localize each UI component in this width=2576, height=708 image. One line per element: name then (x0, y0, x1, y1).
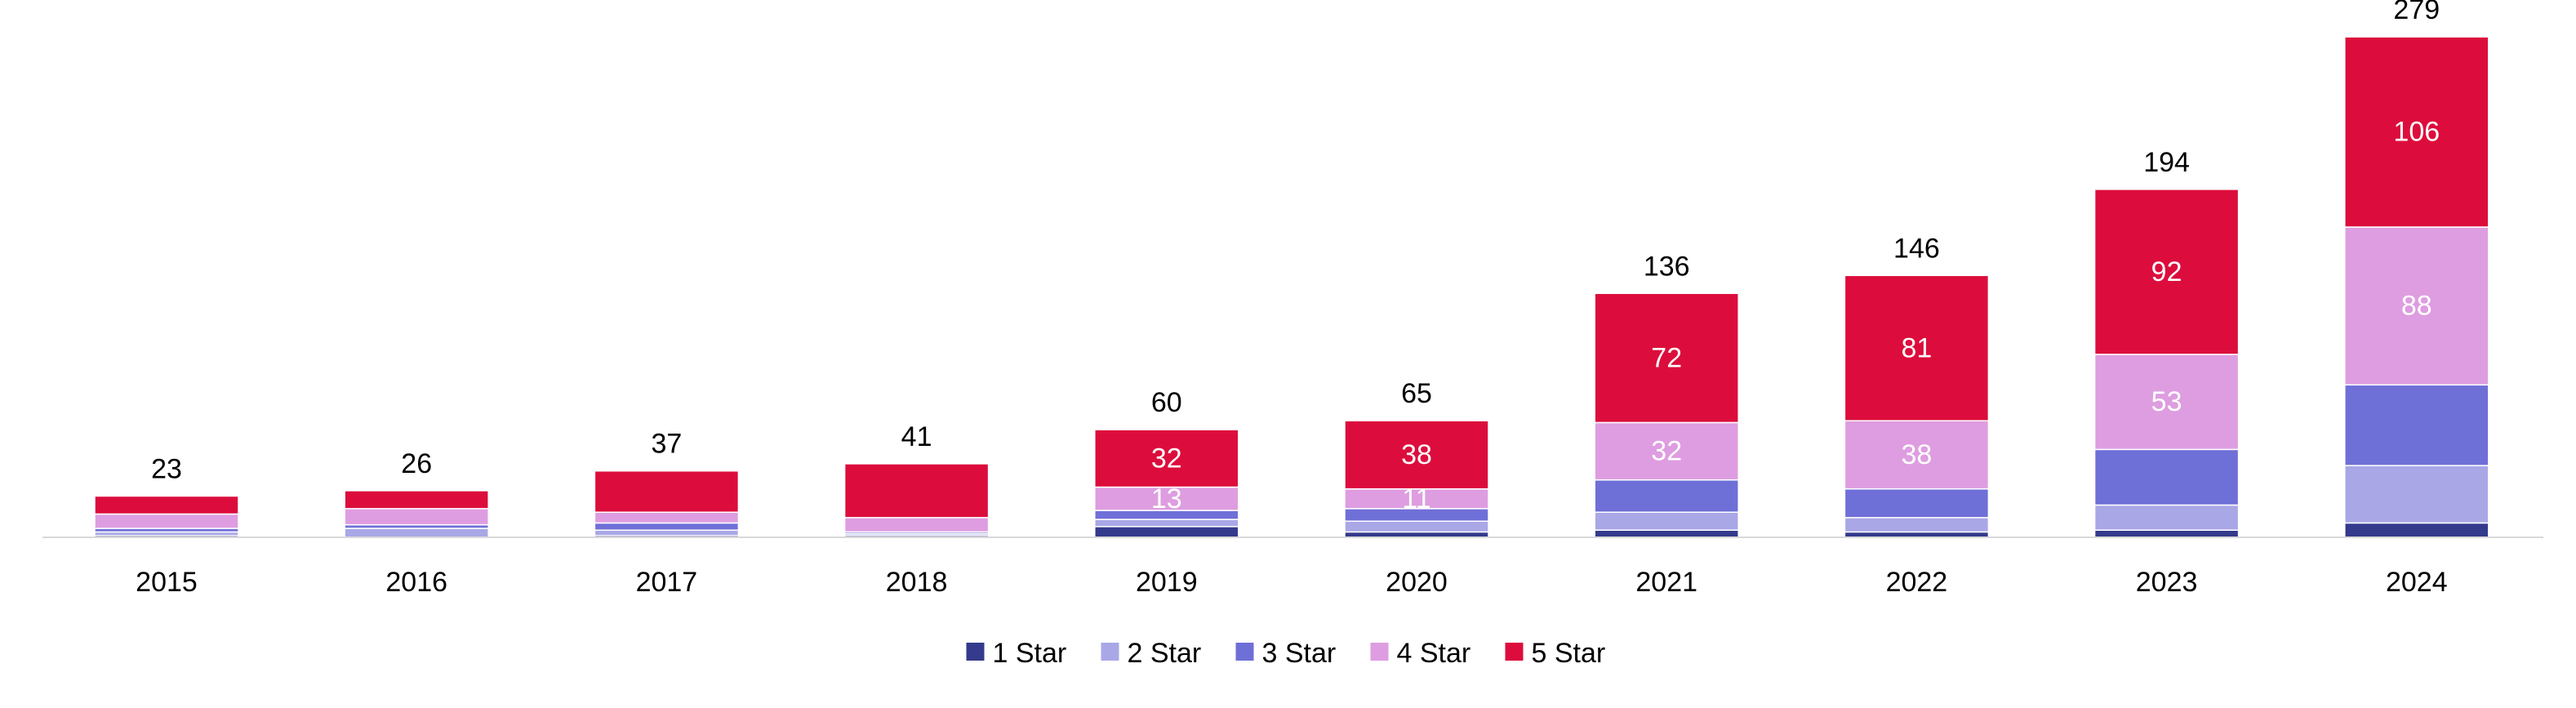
segment-label-4-star-2023: 53 (2151, 386, 2182, 417)
segment-label-4-star-2021: 32 (1651, 436, 1682, 467)
bar-segment-3-star-2024 (2344, 384, 2489, 466)
total-label-2018: 41 (901, 421, 932, 452)
x-tick-label-2022: 2022 (1886, 567, 1948, 598)
legend-label-5-star: 5 Star (1532, 638, 1606, 669)
bar-segment-5-star-2015 (94, 495, 239, 515)
total-label-2015: 23 (151, 453, 182, 484)
segment-label-4-star-2024: 88 (2401, 291, 2432, 322)
bar-segment-2-star-2019 (1094, 519, 1239, 528)
bar-segment-3-star-2022 (1844, 488, 1990, 519)
bar-segment-1-star-2024 (2344, 522, 2489, 538)
bar-segment-1-star-2023 (2093, 529, 2240, 538)
segment-label-5-star-2020: 38 (1401, 439, 1432, 470)
bar-segment-5-star-2024 (2344, 36, 2489, 228)
bar-segment-4-star-2019 (1094, 486, 1239, 511)
segment-label-5-star-2019: 32 (1151, 443, 1182, 474)
segment-label-5-star-2022: 81 (1901, 332, 1932, 363)
x-tick-label-2020: 2020 (1386, 567, 1448, 598)
bar-segment-2-star-2020 (1344, 520, 1489, 533)
x-tick-label-2015: 2015 (136, 567, 198, 598)
legend-swatch-4-star (1370, 643, 1389, 661)
bar-segment-3-star-2021 (1594, 479, 1739, 513)
bar-segment-4-star-2017 (594, 511, 740, 524)
bar-segment-2-star-2017 (594, 529, 740, 537)
legend-label-4-star: 4 Star (1397, 638, 1471, 669)
bar-segment-5-star-2019 (1094, 429, 1239, 488)
bar-segment-2-star-2021 (1594, 511, 1739, 531)
total-label-2019: 60 (1151, 387, 1182, 418)
bar-segment-3-star-2023 (2093, 448, 2240, 506)
bar-segment-2-star-2022 (1844, 517, 1990, 533)
segment-label-4-star-2020: 11 (1402, 483, 1430, 514)
legend-swatch-1-star (966, 643, 985, 661)
bar-segment-4-star-2015 (94, 513, 239, 529)
legend-label-2-star: 2 Star (1128, 638, 1202, 669)
total-label-2021: 136 (1644, 251, 1690, 282)
labels-layer: 23 2015 26 2016 37 2017 41 2018 13 32 60 2019 11 38 65… (136, 0, 2447, 598)
x-tick-label-2023: 2023 (2136, 567, 2198, 598)
total-label-2016: 26 (401, 448, 432, 479)
legend-label-1-star: 1 Star (993, 638, 1067, 669)
total-label-2022: 146 (1893, 233, 1940, 264)
x-tick-label-2021: 2021 (1635, 567, 1697, 598)
legend-swatch-5-star (1505, 643, 1524, 661)
bar-segment-2-star-2016 (344, 528, 489, 538)
total-label-2024: 279 (2393, 0, 2440, 25)
bar-segment-4-star-2022 (1844, 420, 1990, 490)
legend-swatch-3-star (1235, 643, 1254, 661)
bar-segment-5-star-2020 (1344, 420, 1489, 490)
bar-segment-1-star-2019 (1094, 526, 1239, 538)
bar-segment-3-star-2017 (594, 522, 740, 531)
bar-segment-5-star-2017 (594, 470, 740, 513)
total-label-2017: 37 (651, 429, 682, 460)
bar-segment-5-star-2023 (2093, 189, 2240, 355)
segment-label-4-star-2019: 13 (1151, 483, 1182, 514)
bar-segment-2-star-2023 (2093, 504, 2240, 531)
x-tick-label-2024: 2024 (2386, 567, 2448, 598)
bar-segment-4-star-2023 (2093, 354, 2240, 451)
segment-label-4-star-2022: 38 (1901, 439, 1932, 470)
x-tick-label-2016: 2016 (385, 567, 447, 598)
legend-swatch-2-star (1101, 643, 1119, 661)
bar-segment-5-star-2021 (1594, 292, 1739, 424)
bar-segment-4-star-2018 (843, 517, 990, 533)
bar-segment-5-star-2018 (843, 463, 990, 519)
bar-segment-4-star-2020 (1344, 488, 1489, 510)
total-label-2020: 65 (1401, 378, 1432, 409)
segment-label-5-star-2023: 92 (2151, 256, 2182, 287)
bars-layer (94, 36, 2489, 538)
x-tick-label-2017: 2017 (636, 567, 698, 598)
bar-segment-4-star-2024 (2344, 226, 2489, 386)
bar-segment-5-star-2022 (1844, 274, 1990, 421)
segment-label-5-star-2024: 106 (2393, 117, 2440, 148)
bar-segment-5-star-2016 (344, 490, 489, 510)
legend: 1 Star 2 Star 3 Star 4 Star 5 Star (966, 638, 1606, 669)
segment-label-5-star-2021: 72 (1651, 342, 1682, 373)
bar-segment-2-star-2024 (2344, 465, 2489, 524)
bar-segment-1-star-2021 (1594, 529, 1739, 538)
legend-label-3-star: 3 Star (1262, 638, 1337, 669)
x-tick-label-2018: 2018 (886, 567, 948, 598)
total-label-2023: 194 (2143, 147, 2190, 178)
x-tick-label-2019: 2019 (1136, 567, 1198, 598)
bar-segment-4-star-2016 (344, 508, 489, 526)
